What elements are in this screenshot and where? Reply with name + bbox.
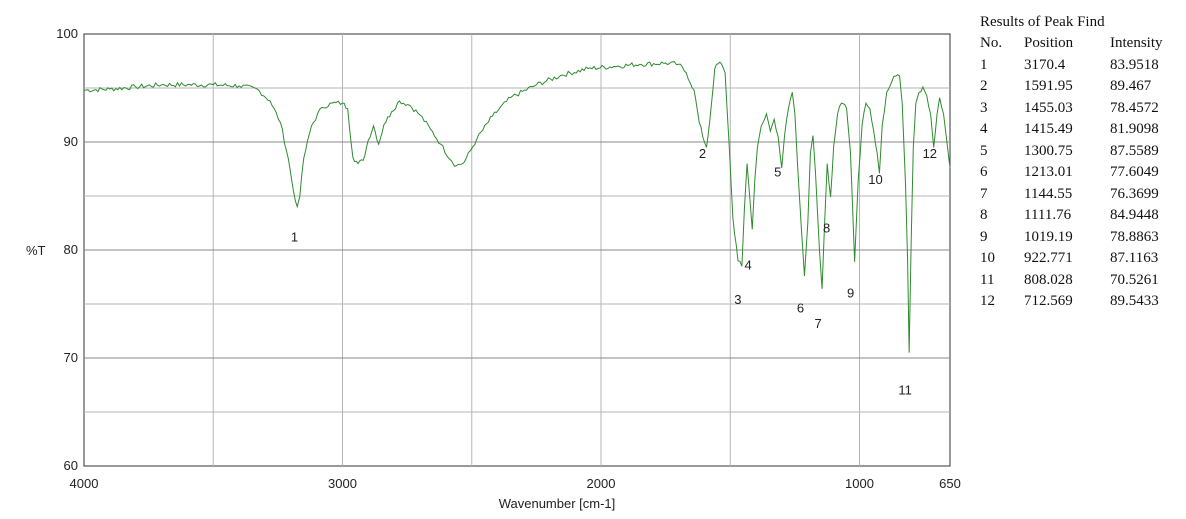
peak-number: 2 [980, 78, 988, 94]
peak-intensity: 89.5433 [1110, 293, 1159, 309]
peak-number: 7 [980, 185, 988, 202]
peak-number: 4 [980, 121, 988, 137]
peak-table-title: Results of Peak Find [980, 14, 1105, 30]
table-row: 7 1144.55 76.3699 [980, 184, 1170, 206]
peak-number: 6 [980, 164, 988, 180]
header-position: Position [1024, 35, 1074, 51]
table-row: 11 808.028 70.5261 [980, 270, 1170, 292]
peak-label: 9 [847, 286, 854, 301]
table-row: 6 1213.01 77.6049 [980, 162, 1170, 184]
axis-ticks: 4000 3000 2000 1000 650 60 70 80 90 100 [56, 26, 961, 491]
table-row: 1 3170.4 83.9518 [980, 55, 1170, 77]
peak-label: 4 [744, 257, 751, 272]
x-tick-label: 3000 [328, 476, 357, 491]
header-intensity: Intensity [1110, 35, 1163, 51]
peak-position: 1300.75 [1024, 142, 1073, 159]
peak-number: 9 [980, 228, 988, 245]
peak-position: 3170.4 [1024, 56, 1066, 73]
peak-table-grid: No. Position Intensity 1 3170.4 83.9518 2 15… [980, 33, 1170, 313]
peak-label: 5 [774, 165, 781, 180]
peak-intensity: 81.9098 [1110, 121, 1159, 137]
peak-number: 12 [980, 293, 995, 309]
peak-label: 8 [823, 221, 830, 236]
table-row: 4 1415.49 81.9098 [980, 119, 1170, 141]
table-row: 3 1455.03 78.4572 [980, 98, 1170, 120]
peak-results-table: Results of Peak Find No. Position Intens… [980, 14, 1170, 313]
peak-position: 1415.49 [1024, 121, 1073, 137]
peak-number: 5 [980, 142, 988, 159]
peak-position: 1019.19 [1024, 228, 1073, 245]
peak-position: 1213.01 [1024, 164, 1073, 180]
peak-intensity: 78.8863 [1110, 228, 1159, 245]
y-axis-label: %T [26, 243, 46, 258]
table-row: 5 1300.75 87.5589 [980, 141, 1170, 163]
peak-label: 3 [734, 292, 741, 307]
peak-intensity: 89.467 [1110, 78, 1152, 94]
peak-number: 10 [980, 250, 995, 266]
header-no: No. [980, 35, 1003, 51]
x-tick-label: 650 [939, 476, 961, 491]
peak-number: 11 [980, 271, 995, 288]
y-tick-label: 100 [56, 26, 78, 41]
peak-position: 1591.95 [1024, 78, 1073, 94]
peak-label: 7 [815, 316, 822, 331]
table-row: 9 1019.19 78.8863 [980, 227, 1170, 249]
x-axis-label: Wavenumber [cm-1] [499, 496, 616, 511]
y-tick-label: 60 [64, 458, 78, 473]
y-tick-label: 80 [64, 242, 78, 257]
peak-label: 11 [898, 383, 912, 398]
spectrum-line [83, 61, 951, 353]
peak-label: 2 [699, 146, 706, 161]
peak-table-header-row: No. Position Intensity [980, 33, 1170, 55]
table-row: 8 1111.76 84.9448 [980, 205, 1170, 227]
peak-intensity: 87.1163 [1110, 250, 1159, 266]
peak-intensity: 87.5589 [1110, 142, 1159, 159]
peak-intensity: 83.9518 [1110, 56, 1159, 73]
peak-number: 3 [980, 99, 988, 116]
peak-position: 1455.03 [1024, 99, 1073, 116]
table-row: 2 1591.95 89.467 [980, 76, 1170, 98]
peak-number: 1 [980, 56, 988, 73]
peak-intensity: 76.3699 [1110, 185, 1159, 202]
peak-intensity: 84.9448 [1110, 207, 1159, 223]
x-tick-label: 1000 [845, 476, 874, 491]
peak-intensity: 70.5261 [1110, 271, 1159, 288]
table-row: 10 922.771 87.1163 [980, 248, 1170, 270]
peak-position: 1111.76 [1024, 207, 1072, 223]
peak-label: 6 [797, 301, 804, 316]
peak-number: 8 [980, 207, 988, 223]
table-row: 12 712.569 89.5433 [980, 291, 1170, 313]
peak-label: 12 [923, 146, 937, 161]
peak-position: 712.569 [1024, 293, 1073, 309]
peak-intensity: 78.4572 [1110, 99, 1159, 116]
peak-position: 808.028 [1024, 271, 1073, 288]
x-tick-label: 2000 [587, 476, 616, 491]
peak-table-body: 1 3170.4 83.9518 2 1591.95 89.467 3 1455.03 78.4… [980, 55, 1170, 313]
peak-intensity: 77.6049 [1110, 164, 1159, 180]
x-tick-label: 4000 [70, 476, 99, 491]
y-tick-label: 70 [64, 350, 78, 365]
peak-position: 922.771 [1024, 250, 1073, 266]
grid-lines [84, 34, 950, 466]
peak-label: 1 [291, 229, 298, 244]
peak-label: 10 [868, 172, 882, 187]
peak-position: 1144.55 [1024, 185, 1073, 202]
y-tick-label: 90 [64, 134, 78, 149]
